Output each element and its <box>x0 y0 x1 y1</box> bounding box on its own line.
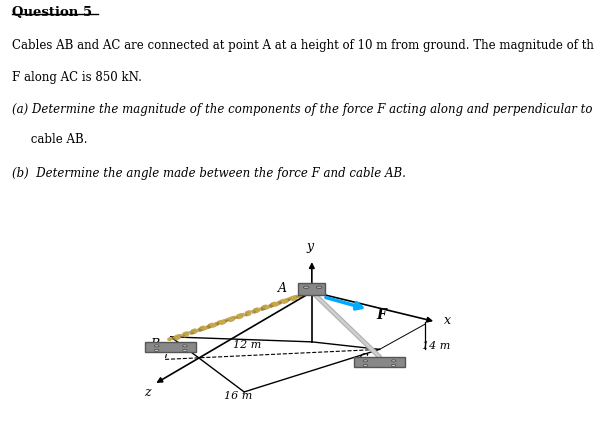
Text: 14 m: 14 m <box>422 342 450 351</box>
Circle shape <box>182 345 187 347</box>
Text: z: z <box>144 386 151 399</box>
Text: A: A <box>277 282 286 295</box>
Text: Cables AB and AC are connected at point A at a height of 10 m from ground. The m: Cables AB and AC are connected at point … <box>12 38 594 51</box>
Circle shape <box>154 345 159 347</box>
Bar <box>298 283 326 295</box>
Bar <box>354 357 405 367</box>
Circle shape <box>154 350 159 351</box>
Bar <box>146 342 196 352</box>
Circle shape <box>391 364 396 367</box>
Text: (b)  Determine the angle made between the force F and cable AB.: (b) Determine the angle made between the… <box>12 167 406 180</box>
Text: y: y <box>307 240 314 253</box>
Text: 16 m: 16 m <box>225 392 252 401</box>
Text: 12 m: 12 m <box>233 340 261 350</box>
Circle shape <box>182 350 187 351</box>
Text: F: F <box>377 308 387 322</box>
Text: B: B <box>150 338 159 351</box>
Text: (a) Determine the magnitude of the components of the force F acting along and pe: (a) Determine the magnitude of the compo… <box>12 103 594 116</box>
Circle shape <box>317 286 322 289</box>
Circle shape <box>363 364 368 367</box>
Text: C: C <box>359 353 368 366</box>
Circle shape <box>391 360 396 362</box>
Text: F along AC is 850 kN.: F along AC is 850 kN. <box>12 71 142 84</box>
Text: cable AB.: cable AB. <box>12 133 87 146</box>
Circle shape <box>363 360 368 362</box>
Circle shape <box>304 286 309 289</box>
Text: Question 5: Question 5 <box>12 6 92 19</box>
Text: x: x <box>444 314 451 327</box>
